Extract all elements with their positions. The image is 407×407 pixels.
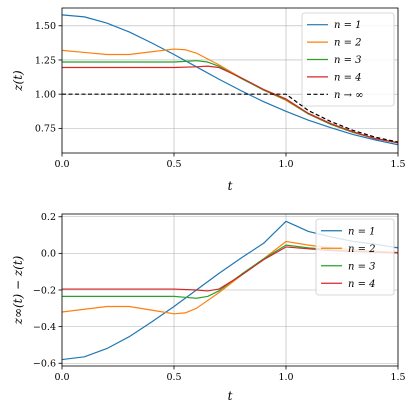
series-line-4 [62, 65, 398, 144]
legend: n = 1 n = 2 n = 3 n = 4 n → ∞ [301, 12, 395, 107]
y-tick-label: 0.75 [35, 124, 56, 135]
x-axis-label: t [228, 389, 233, 403]
y-tick-label: 0.0 [41, 249, 56, 260]
legend-label-2: n = 2 [334, 38, 362, 49]
legend-box [301, 12, 395, 107]
y-tick-label: 1.50 [35, 21, 56, 32]
y-tick-label: 1.25 [35, 55, 56, 66]
legend-box [315, 218, 395, 296]
x-tick-label: 0.5 [166, 372, 181, 383]
x-axis-label: t [228, 179, 233, 193]
x-tick-label: 0.0 [54, 372, 69, 383]
x-tick-label: 1.0 [278, 159, 293, 170]
series-line-1 [62, 14, 398, 146]
axes-frame [61, 7, 399, 154]
y-tick-label: 1.00 [35, 89, 56, 100]
legend-label-3: n = 3 [334, 55, 362, 66]
x-tick-label: 1.5 [390, 159, 405, 170]
y-tick-label: 0.2 [41, 212, 56, 223]
y-tick-label: −0.2 [33, 285, 56, 296]
y-tick-label: −0.4 [33, 322, 56, 333]
x-tick-label: 0.0 [54, 159, 69, 170]
legend-label-3: n = 3 [348, 261, 376, 272]
legend-label-1: n = 1 [348, 226, 376, 237]
y-axis-label: z∞(t) − z(t) [11, 255, 25, 325]
legend-label-4: n = 4 [334, 72, 362, 83]
legend: n = 1 n = 2 n = 3 n = 4 [315, 218, 395, 296]
x-tick-label: 1.0 [278, 372, 293, 383]
series-lines [62, 14, 398, 146]
legend-label-2: n = 2 [348, 244, 376, 255]
y-tick-label: −0.6 [33, 359, 56, 370]
legend-label-5: n → ∞ [334, 90, 364, 101]
legend-label-4: n = 4 [348, 279, 376, 290]
legend-label-1: n = 1 [334, 20, 362, 31]
y-axis-label: z(t) [11, 70, 25, 92]
x-tick-label: 1.5 [390, 372, 405, 383]
series-line-5 [62, 93, 398, 143]
chart-bottom-difference: 0.0 0.5 1.0 1.5 −0.6 −0.4 −0.2 0.0 0.2 t z∞(t) − z… [11, 212, 406, 403]
x-tick-label: 0.5 [166, 159, 181, 170]
series-line-3 [62, 60, 398, 144]
